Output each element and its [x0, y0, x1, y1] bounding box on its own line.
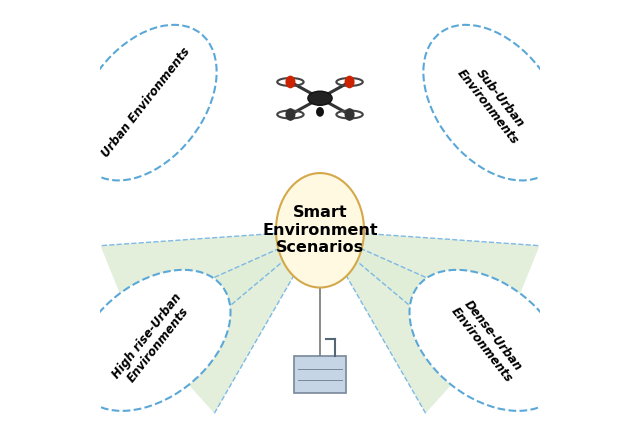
Ellipse shape: [276, 173, 364, 288]
Ellipse shape: [285, 108, 296, 121]
Ellipse shape: [410, 270, 565, 411]
Text: Sub-Urban
Environments: Sub-Urban Environments: [454, 58, 533, 148]
Ellipse shape: [75, 270, 230, 411]
Polygon shape: [320, 230, 540, 372]
Polygon shape: [100, 230, 320, 372]
Ellipse shape: [76, 25, 216, 180]
Polygon shape: [127, 230, 320, 413]
Ellipse shape: [344, 108, 355, 121]
Text: Smart
Environment
Scenarios: Smart Environment Scenarios: [262, 206, 378, 255]
Ellipse shape: [344, 76, 355, 88]
Ellipse shape: [285, 76, 296, 88]
Bar: [294, 356, 346, 393]
Ellipse shape: [316, 107, 324, 117]
Text: Dense-Urban
Environments: Dense-Urban Environments: [448, 295, 527, 385]
Ellipse shape: [308, 91, 332, 105]
Polygon shape: [320, 230, 513, 413]
Text: Urban Environments: Urban Environments: [99, 45, 193, 160]
Ellipse shape: [424, 25, 564, 180]
Text: High rise-Urban
Environments: High rise-Urban Environments: [109, 291, 196, 390]
